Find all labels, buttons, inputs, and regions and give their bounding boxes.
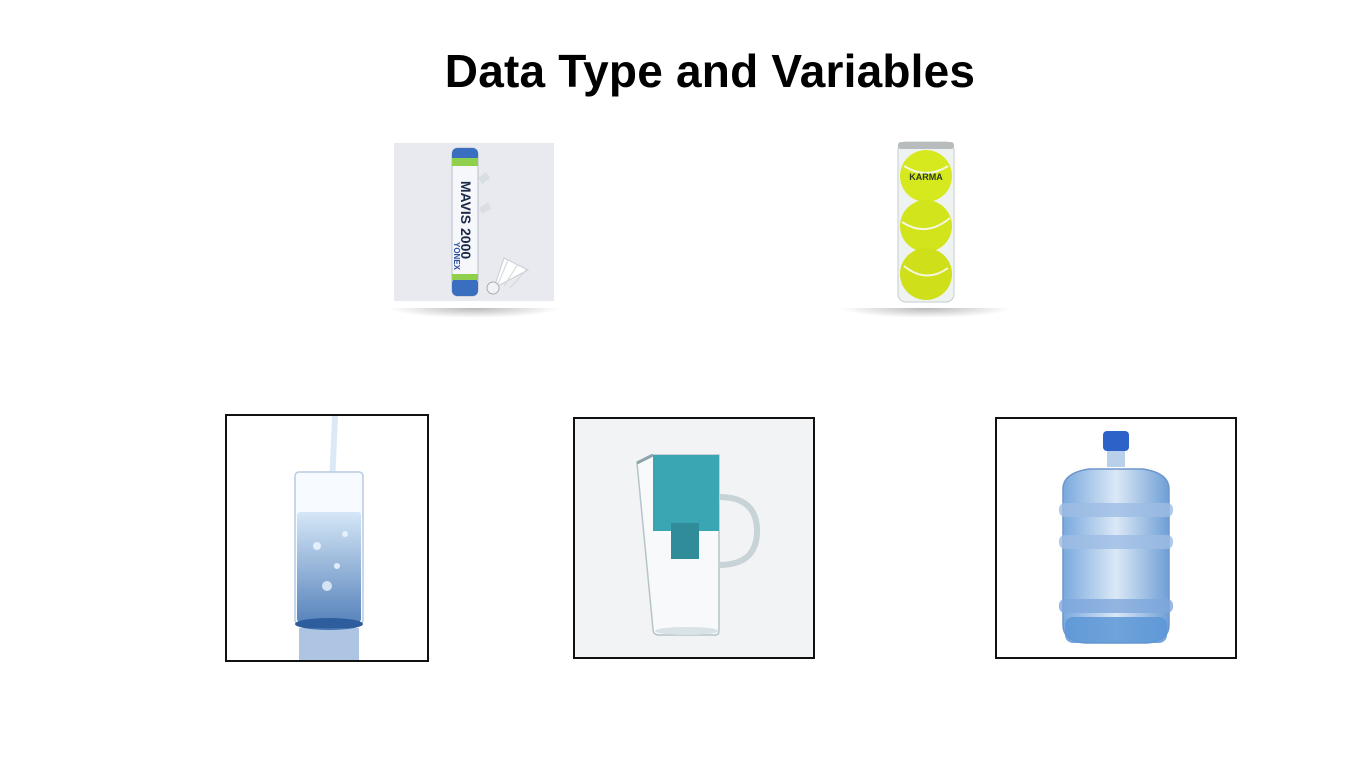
shuttlecock-tube-icon: MAVIS 2000 YONEX	[394, 143, 554, 301]
tennis-ball-can-photo: KARMA	[838, 138, 1014, 318]
photo-shadow	[388, 308, 560, 318]
water-glass-icon	[294, 416, 364, 660]
water-jug-icon	[1059, 431, 1173, 644]
water-jug-photo	[995, 417, 1237, 659]
photo-shadow	[840, 308, 1012, 318]
shuttlecock-tube-photo: MAVIS 2000 YONEX	[386, 138, 562, 318]
tube-brand-text: MAVIS 2000	[458, 181, 474, 260]
tube-maker-text: YONEX	[452, 242, 461, 271]
water-glass-photo	[225, 414, 429, 662]
slide-title: Data Type and Variables	[444, 45, 976, 97]
svg-text:KARMA: KARMA	[909, 172, 943, 182]
water-pitcher-icon	[636, 453, 761, 636]
water-pitcher-photo	[573, 417, 815, 659]
tennis-ball-can-icon: KARMA	[897, 141, 955, 303]
